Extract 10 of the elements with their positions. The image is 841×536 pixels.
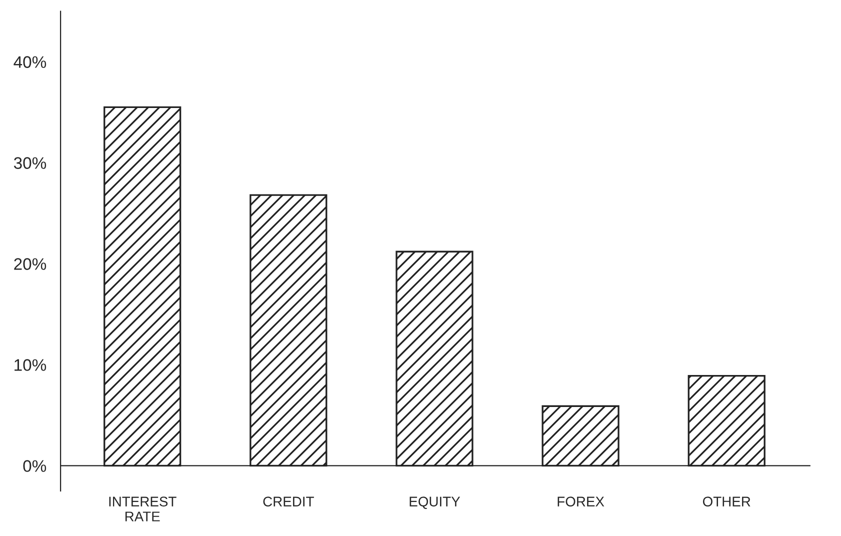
x-tick-label: OTHER bbox=[702, 496, 750, 506]
y-tick-label: 20% bbox=[14, 258, 46, 270]
y-tick-label: 30% bbox=[14, 157, 46, 169]
y-tick-label: 10% bbox=[14, 359, 46, 371]
x-tick-label: INTEREST RATE bbox=[109, 496, 176, 522]
y-tick-label: 40% bbox=[14, 56, 46, 68]
x-tick-label: CREDIT bbox=[263, 496, 314, 506]
x-tick-label: FOREX bbox=[558, 496, 604, 506]
y-tick-label: 0% bbox=[23, 460, 46, 472]
x-tick-label: EQUITY bbox=[410, 496, 460, 509]
